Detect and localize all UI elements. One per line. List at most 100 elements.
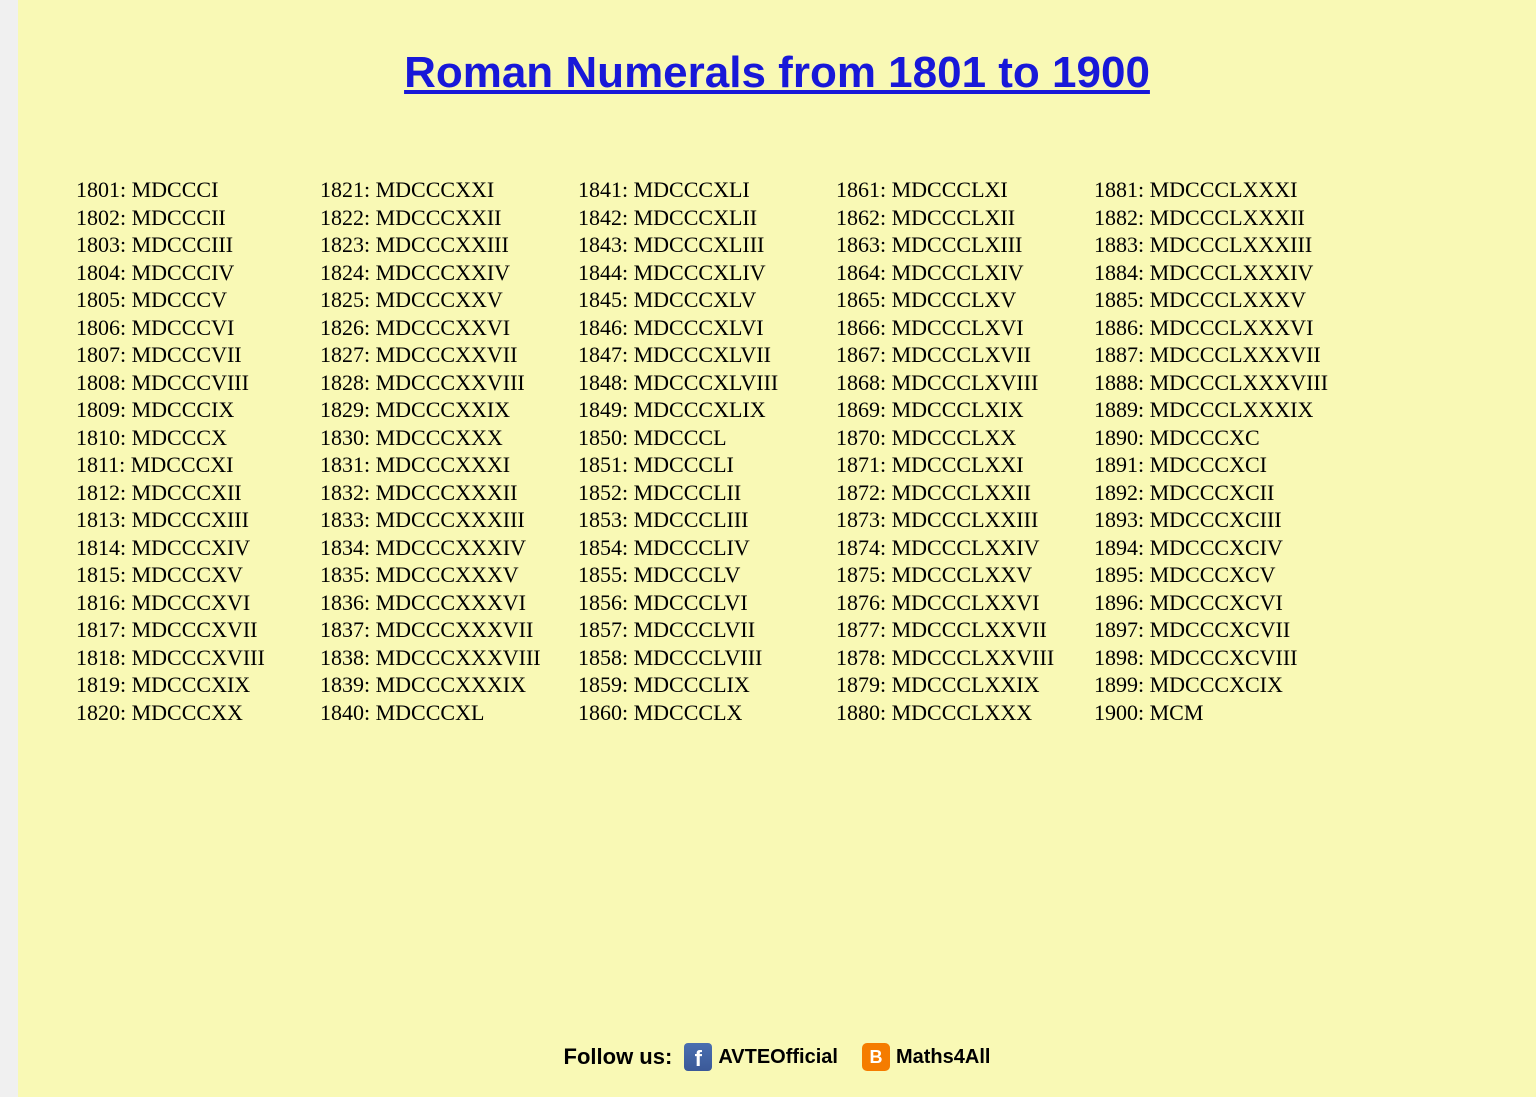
numeral-row: 1882: MDCCCLXXXII	[1094, 204, 1328, 232]
numeral-row: 1822: MDCCCXXII	[320, 204, 566, 232]
numeral-row: 1873: MDCCCLXXIII	[836, 506, 1082, 534]
page-title: Roman Numerals from 1801 to 1900	[18, 48, 1536, 98]
numeral-row: 1861: MDCCCLXI	[836, 176, 1082, 204]
numeral-row: 1875: MDCCCLXXV	[836, 561, 1082, 589]
numeral-row: 1867: MDCCCLXVII	[836, 341, 1082, 369]
numeral-row: 1840: MDCCCXL	[320, 699, 566, 727]
numeral-row: 1802: MDCCCII	[76, 204, 308, 232]
numeral-row: 1839: MDCCCXXXIX	[320, 671, 566, 699]
numeral-row: 1871: MDCCCLXXI	[836, 451, 1082, 479]
numeral-row: 1828: MDCCCXXVIII	[320, 369, 566, 397]
numeral-row: 1879: MDCCCLXXIX	[836, 671, 1082, 699]
numeral-table: 1801: MDCCCI1802: MDCCCII1803: MDCCCIII1…	[18, 176, 1536, 726]
numeral-row: 1864: MDCCCLXIV	[836, 259, 1082, 287]
numeral-row: 1827: MDCCCXXVII	[320, 341, 566, 369]
numeral-row: 1804: MDCCCIV	[76, 259, 308, 287]
numeral-row: 1805: MDCCCV	[76, 286, 308, 314]
numeral-row: 1855: MDCCCLV	[578, 561, 824, 589]
facebook-icon: f	[684, 1043, 712, 1071]
column-3: 1841: MDCCCXLI1842: MDCCCXLII1843: MDCCC…	[578, 176, 824, 726]
numeral-row: 1895: MDCCCXCV	[1094, 561, 1328, 589]
content-area: Roman Numerals from 1801 to 1900 1801: M…	[18, 0, 1536, 1097]
numeral-row: 1892: MDCCCXCII	[1094, 479, 1328, 507]
left-border	[0, 0, 18, 1097]
numeral-row: 1844: MDCCCXLIV	[578, 259, 824, 287]
numeral-row: 1888: MDCCCLXXXVIII	[1094, 369, 1328, 397]
numeral-row: 1836: MDCCCXXXVI	[320, 589, 566, 617]
blogger-link[interactable]: B Maths4All	[862, 1043, 990, 1071]
numeral-row: 1862: MDCCCLXII	[836, 204, 1082, 232]
numeral-row: 1803: MDCCCIII	[76, 231, 308, 259]
numeral-row: 1876: MDCCCLXXVI	[836, 589, 1082, 617]
numeral-row: 1824: MDCCCXXIV	[320, 259, 566, 287]
footer: Follow us: f AVTEOfficial B Maths4All	[18, 1043, 1536, 1071]
numeral-row: 1850: MDCCCL	[578, 424, 824, 452]
facebook-label: AVTEOfficial	[718, 1046, 838, 1069]
numeral-row: 1829: MDCCCXXIX	[320, 396, 566, 424]
numeral-row: 1817: MDCCCXVII	[76, 616, 308, 644]
numeral-row: 1872: MDCCCLXXII	[836, 479, 1082, 507]
numeral-row: 1832: MDCCCXXXII	[320, 479, 566, 507]
numeral-row: 1826: MDCCCXXVI	[320, 314, 566, 342]
numeral-row: 1820: MDCCCXX	[76, 699, 308, 727]
blogger-icon: B	[862, 1043, 890, 1071]
numeral-row: 1886: MDCCCLXXXVI	[1094, 314, 1328, 342]
blogger-label: Maths4All	[896, 1046, 990, 1069]
column-1: 1801: MDCCCI1802: MDCCCII1803: MDCCCIII1…	[76, 176, 308, 726]
facebook-link[interactable]: f AVTEOfficial	[684, 1043, 838, 1071]
numeral-row: 1809: MDCCCIX	[76, 396, 308, 424]
numeral-row: 1814: MDCCCXIV	[76, 534, 308, 562]
numeral-row: 1846: MDCCCXLVI	[578, 314, 824, 342]
numeral-row: 1897: MDCCCXCVII	[1094, 616, 1328, 644]
numeral-row: 1894: MDCCCXCIV	[1094, 534, 1328, 562]
numeral-row: 1884: MDCCCLXXXIV	[1094, 259, 1328, 287]
numeral-row: 1838: MDCCCXXXVIII	[320, 644, 566, 672]
follow-us-label: Follow us:	[564, 1044, 673, 1070]
numeral-row: 1848: MDCCCXLVIII	[578, 369, 824, 397]
numeral-row: 1878: MDCCCLXXVIII	[836, 644, 1082, 672]
numeral-row: 1858: MDCCCLVIII	[578, 644, 824, 672]
numeral-row: 1834: MDCCCXXXIV	[320, 534, 566, 562]
numeral-row: 1849: MDCCCXLIX	[578, 396, 824, 424]
numeral-row: 1821: MDCCCXXI	[320, 176, 566, 204]
numeral-row: 1866: MDCCCLXVI	[836, 314, 1082, 342]
numeral-row: 1842: MDCCCXLII	[578, 204, 824, 232]
column-5: 1881: MDCCCLXXXI1882: MDCCCLXXXII1883: M…	[1094, 176, 1328, 726]
numeral-row: 1889: MDCCCLXXXIX	[1094, 396, 1328, 424]
numeral-row: 1830: MDCCCXXX	[320, 424, 566, 452]
numeral-row: 1807: MDCCCVII	[76, 341, 308, 369]
numeral-row: 1891: MDCCCXCI	[1094, 451, 1328, 479]
numeral-row: 1863: MDCCCLXIII	[836, 231, 1082, 259]
numeral-row: 1811: MDCCCXI	[76, 451, 308, 479]
numeral-row: 1816: MDCCCXVI	[76, 589, 308, 617]
numeral-row: 1890: MDCCCXC	[1094, 424, 1328, 452]
numeral-row: 1823: MDCCCXXIII	[320, 231, 566, 259]
numeral-row: 1835: MDCCCXXXV	[320, 561, 566, 589]
numeral-row: 1841: MDCCCXLI	[578, 176, 824, 204]
numeral-row: 1893: MDCCCXCIII	[1094, 506, 1328, 534]
numeral-row: 1843: MDCCCXLIII	[578, 231, 824, 259]
numeral-row: 1833: MDCCCXXXIII	[320, 506, 566, 534]
numeral-row: 1870: MDCCCLXX	[836, 424, 1082, 452]
numeral-row: 1869: MDCCCLXIX	[836, 396, 1082, 424]
column-4: 1861: MDCCCLXI1862: MDCCCLXII1863: MDCCC…	[836, 176, 1082, 726]
numeral-row: 1896: MDCCCXCVI	[1094, 589, 1328, 617]
numeral-row: 1883: MDCCCLXXXIII	[1094, 231, 1328, 259]
numeral-row: 1853: MDCCCLIII	[578, 506, 824, 534]
numeral-row: 1887: MDCCCLXXXVII	[1094, 341, 1328, 369]
numeral-row: 1812: MDCCCXII	[76, 479, 308, 507]
numeral-row: 1852: MDCCCLII	[578, 479, 824, 507]
numeral-row: 1857: MDCCCLVII	[578, 616, 824, 644]
numeral-row: 1819: MDCCCXIX	[76, 671, 308, 699]
numeral-row: 1865: MDCCCLXV	[836, 286, 1082, 314]
numeral-row: 1813: MDCCCXIII	[76, 506, 308, 534]
numeral-row: 1831: MDCCCXXXI	[320, 451, 566, 479]
numeral-row: 1880: MDCCCLXXX	[836, 699, 1082, 727]
numeral-row: 1860: MDCCCLX	[578, 699, 824, 727]
numeral-row: 1851: MDCCCLI	[578, 451, 824, 479]
numeral-row: 1885: MDCCCLXXXV	[1094, 286, 1328, 314]
column-2: 1821: MDCCCXXI1822: MDCCCXXII1823: MDCCC…	[320, 176, 566, 726]
numeral-row: 1818: MDCCCXVIII	[76, 644, 308, 672]
numeral-row: 1899: MDCCCXCIX	[1094, 671, 1328, 699]
numeral-row: 1859: MDCCCLIX	[578, 671, 824, 699]
